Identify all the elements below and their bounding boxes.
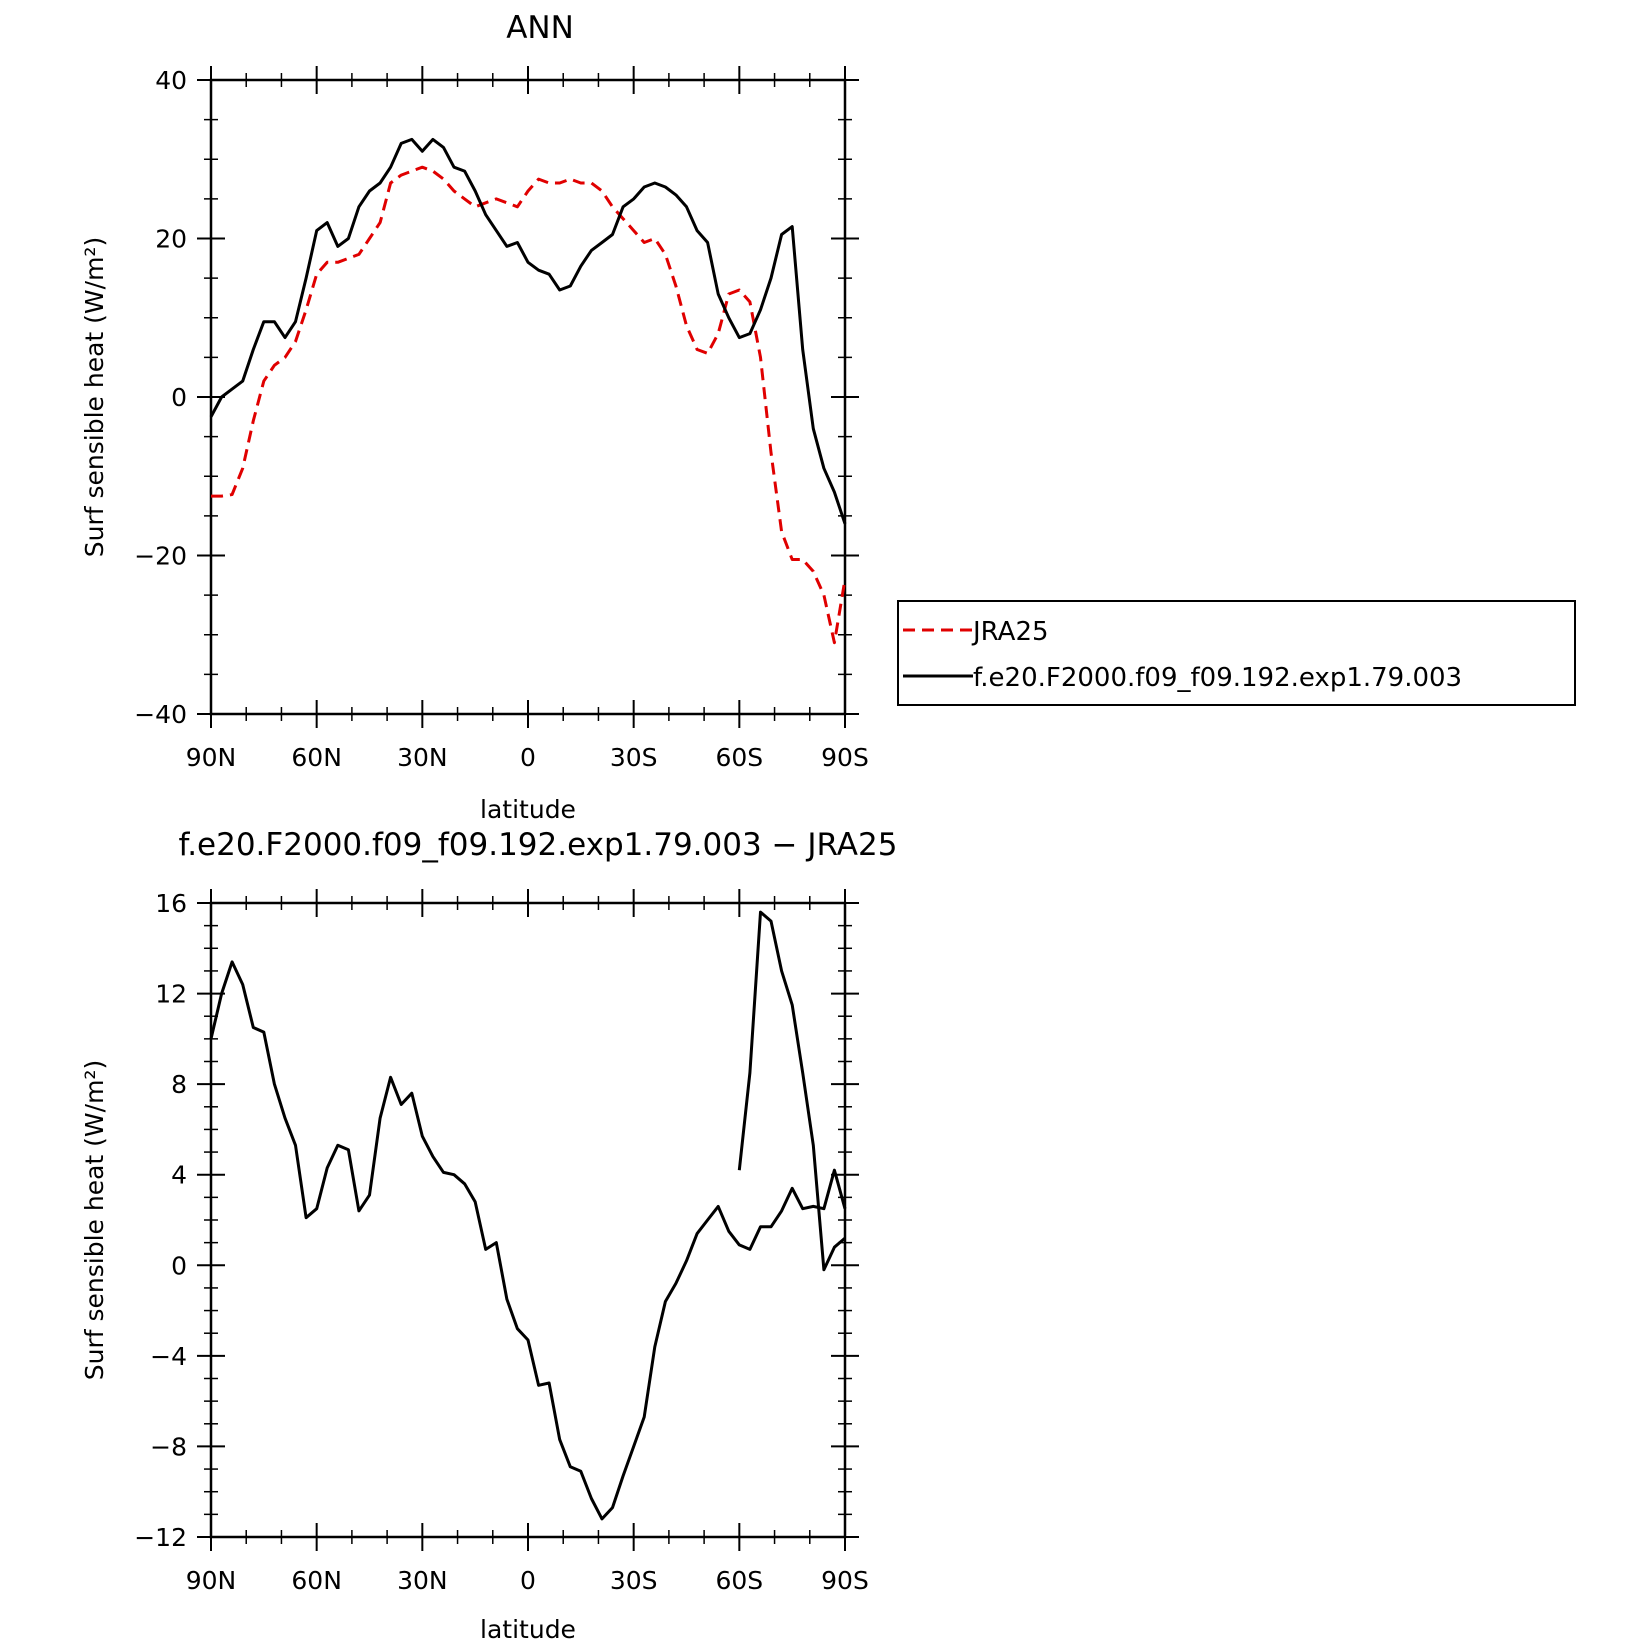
bottom-panel: f.e20.F2000.f09_f09.192.exp1.79.003 − JR… [80,827,897,1644]
top-series-line-1 [209,137,847,525]
top-series-line-0 [211,165,847,645]
bottom-x-tick-labels: 90N 60N 30N 0 30S 60S 90S [186,1566,869,1595]
bottom-y-axis-label: Surf sensible heat (W/m²) [80,1060,109,1380]
bottom-x-tick-label: 90N [186,1566,237,1595]
bottom-x-tick-label: 60N [291,1566,342,1595]
top-x-tick-label: 30S [610,743,658,772]
bottom-y-tick-label: 16 [155,889,187,918]
top-y-tick-labels: 40 20 0 −20 −40 [134,66,187,729]
top-x-tick-label: 30N [397,743,448,772]
bottom-y-tick-label: −8 [150,1432,187,1461]
top-y-axis-label: Surf sensible heat (W/m²) [80,237,109,557]
bottom-x-tick-label: 90S [821,1566,869,1595]
top-plot-frame [209,78,847,716]
legend-box [897,600,1576,706]
top-x-tick-label: 60S [715,743,763,772]
top-x-tick-labels: 90N 60N 30N 0 30S 60S 90S [186,743,869,772]
bottom-series [209,910,847,1521]
bottom-ticks [197,889,859,1551]
top-chart-title: ANN [506,10,574,46]
bottom-x-tick-label: 30N [397,1566,448,1595]
bottom-y-tick-label: −12 [134,1523,187,1552]
top-y-tick-label: −20 [134,542,187,571]
bottom-chart-title: f.e20.F2000.f09_f09.192.exp1.79.003 − JR… [179,827,898,863]
bottom-x-tick-label: 60S [715,1566,763,1595]
bottom-y-tick-label: 4 [171,1161,187,1190]
bottom-x-axis-label: latitude [480,1615,576,1644]
bottom-y-tick-label: 8 [171,1070,187,1099]
bottom-plot-frame [209,901,847,1539]
bottom-x-tick-label: 0 [520,1566,536,1595]
top-y-tick-label: 40 [155,66,187,95]
top-y-tick-label: 20 [155,225,187,254]
bottom-series-line-1 [737,910,846,1272]
top-series [209,137,847,645]
top-ticks [197,66,859,728]
top-x-axis-label: latitude [480,795,576,824]
top-panel: ANN 40 20 0 −20 −40 90N 60N 30N 0 30S 60S 90S lati… [80,10,869,824]
bottom-series-line-0 [209,960,847,1521]
top-x-tick-label: 90N [186,743,237,772]
bottom-y-tick-label: −4 [150,1342,187,1371]
legend-entry-model: f.e20.F2000.f09_f09.192.exp1.79.003 [973,663,1462,693]
top-y-tick-label: 0 [171,383,187,412]
top-x-tick-label: 90S [821,743,869,772]
top-x-tick-label: 60N [291,743,342,772]
bottom-y-tick-labels: 16 12 8 4 0 −4 −8 −12 [134,889,187,1552]
top-y-tick-label: −40 [134,700,187,729]
top-x-tick-label: 0 [520,743,536,772]
legend-entry-jra25: JRA25 [971,617,1049,647]
legend: JRA25 f.e20.F2000.f09_f09.192.exp1.79.00… [897,600,1576,706]
bottom-x-tick-label: 30S [610,1566,658,1595]
bottom-y-tick-label: 0 [171,1251,187,1280]
bottom-y-tick-label: 12 [155,980,187,1009]
